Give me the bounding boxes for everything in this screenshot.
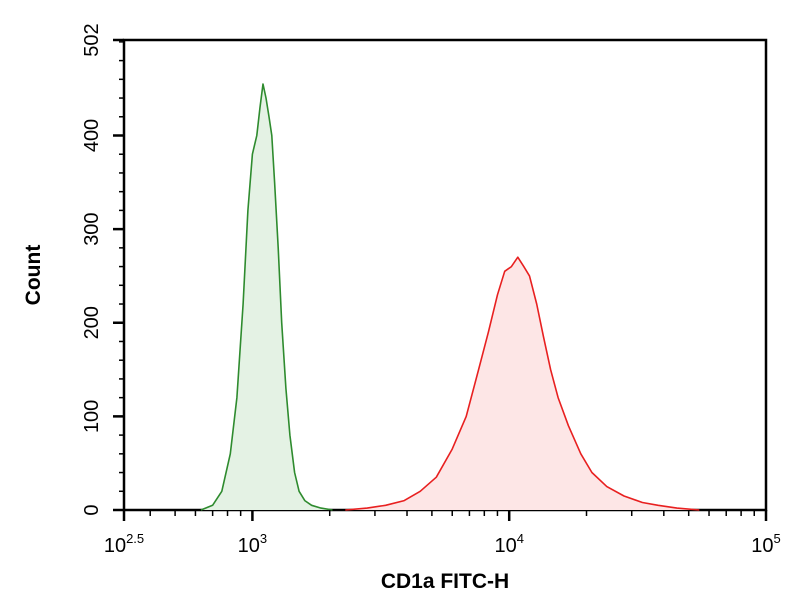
- series-layer: [200, 83, 700, 511]
- y-tick-label: 0: [81, 504, 103, 515]
- y-axis-title: Count: [22, 245, 45, 306]
- x-tick-label: 103: [238, 531, 267, 557]
- x-axis-title: CD1a FITC-H: [381, 570, 509, 593]
- y-tick-label: 300: [81, 212, 103, 245]
- x-tick-label: 104: [494, 531, 523, 557]
- y-tick-label: 200: [81, 306, 103, 339]
- plot-frame: [122, 38, 768, 512]
- y-tick-label: 100: [81, 400, 103, 433]
- x-axis: 102.5 103 104 105: [104, 510, 781, 557]
- series-0-line: [200, 83, 333, 511]
- series-0-area: [200, 84, 333, 510]
- series-0: [200, 83, 333, 511]
- series-1-area: [345, 257, 700, 510]
- x-tick-label: 102.5: [104, 531, 144, 557]
- y-tick-label: 502: [81, 23, 103, 56]
- y-tick-label: 400: [81, 119, 103, 152]
- plot-area: [122, 38, 768, 512]
- x-tick-label: 105: [751, 531, 780, 557]
- y-axis: 0 100 200 300 400 502: [81, 23, 124, 516]
- series-1: [345, 256, 700, 511]
- series-1-line: [345, 256, 700, 511]
